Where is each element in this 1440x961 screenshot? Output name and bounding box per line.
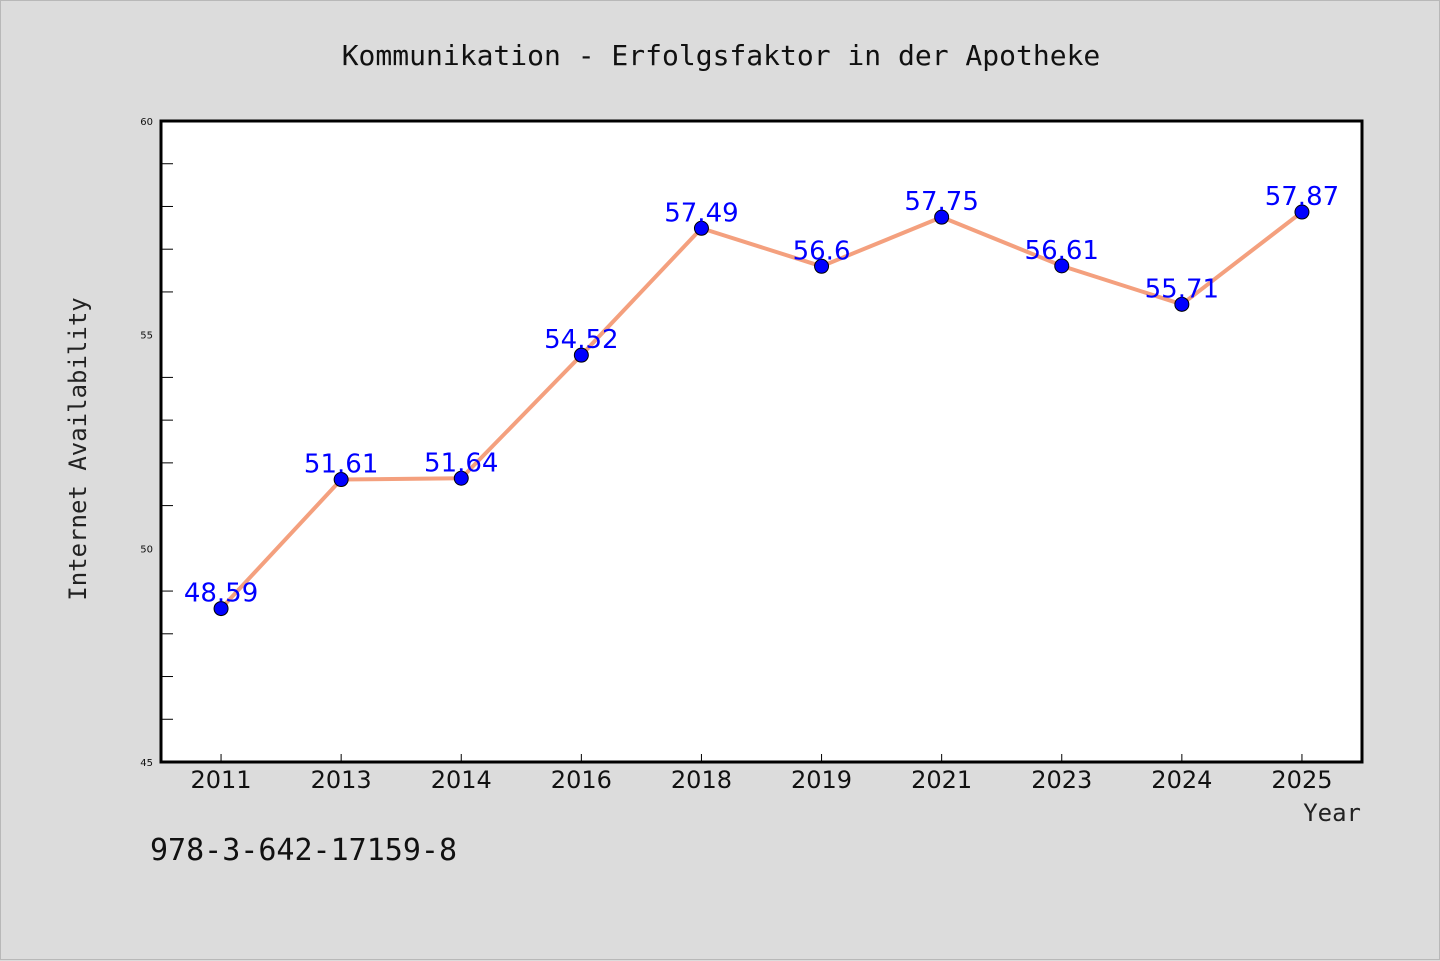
x-tick-label: 2013 [311,766,372,794]
x-axis-title: Year [1303,799,1361,827]
data-point-marker [453,470,469,486]
data-point-marker [1294,204,1310,220]
y-tick-label: 60 [140,117,153,128]
y-tick-label: 50 [140,544,153,555]
plot-area [159,119,1364,764]
data-label: 51.64 [424,448,498,478]
data-point-marker [1054,258,1070,274]
y-tick-label: 55 [140,331,153,342]
y-axis-title: Internet Availability [64,297,92,600]
data-label: 57.87 [1265,182,1339,212]
x-tick-label: 2014 [431,766,492,794]
data-label: 51.61 [304,450,378,480]
data-point-marker [333,472,349,488]
x-tick-label: 2021 [911,766,972,794]
x-axis: 2011 2013 2014 2016 2018 2019 2021 2023 2024 2025 [191,754,1332,794]
series-layer [213,204,1310,617]
x-tick-label: 2023 [1031,766,1092,794]
x-tick-label: 2016 [551,766,612,794]
x-tick-label: 2025 [1271,766,1332,794]
data-point-marker [693,220,709,236]
data-point-marker [213,601,229,617]
data-label: 56.6 [793,236,851,266]
data-label: 57.75 [904,187,978,217]
series-line [219,210,1304,611]
y-axis: 45 50 55 60 [140,117,173,769]
data-point-marker [934,209,950,225]
x-tick-label: 2018 [671,766,732,794]
x-tick-label: 2019 [791,766,852,794]
x-tick-label: 2011 [191,766,252,794]
footer-code: 978-3-642-17159-8 [150,833,458,868]
data-label: 54.52 [544,325,618,355]
data-point-marker [814,258,830,274]
data-labels-layer: 48.59 51.61 51.64 54.52 57.49 56.6 57.75 56.61 5… [184,182,1339,609]
chart-title: Kommunikation - Erfolgsfaktor in der Apo… [342,39,1101,72]
data-label: 57.49 [664,198,738,228]
data-point-marker [573,347,589,363]
y-tick-label: 45 [140,758,153,769]
x-tick-label: 2024 [1151,766,1212,794]
data-label: 56.61 [1025,236,1099,266]
data-label: 55.71 [1145,274,1219,304]
data-point-marker [1174,296,1190,312]
data-label: 48.59 [184,579,258,609]
